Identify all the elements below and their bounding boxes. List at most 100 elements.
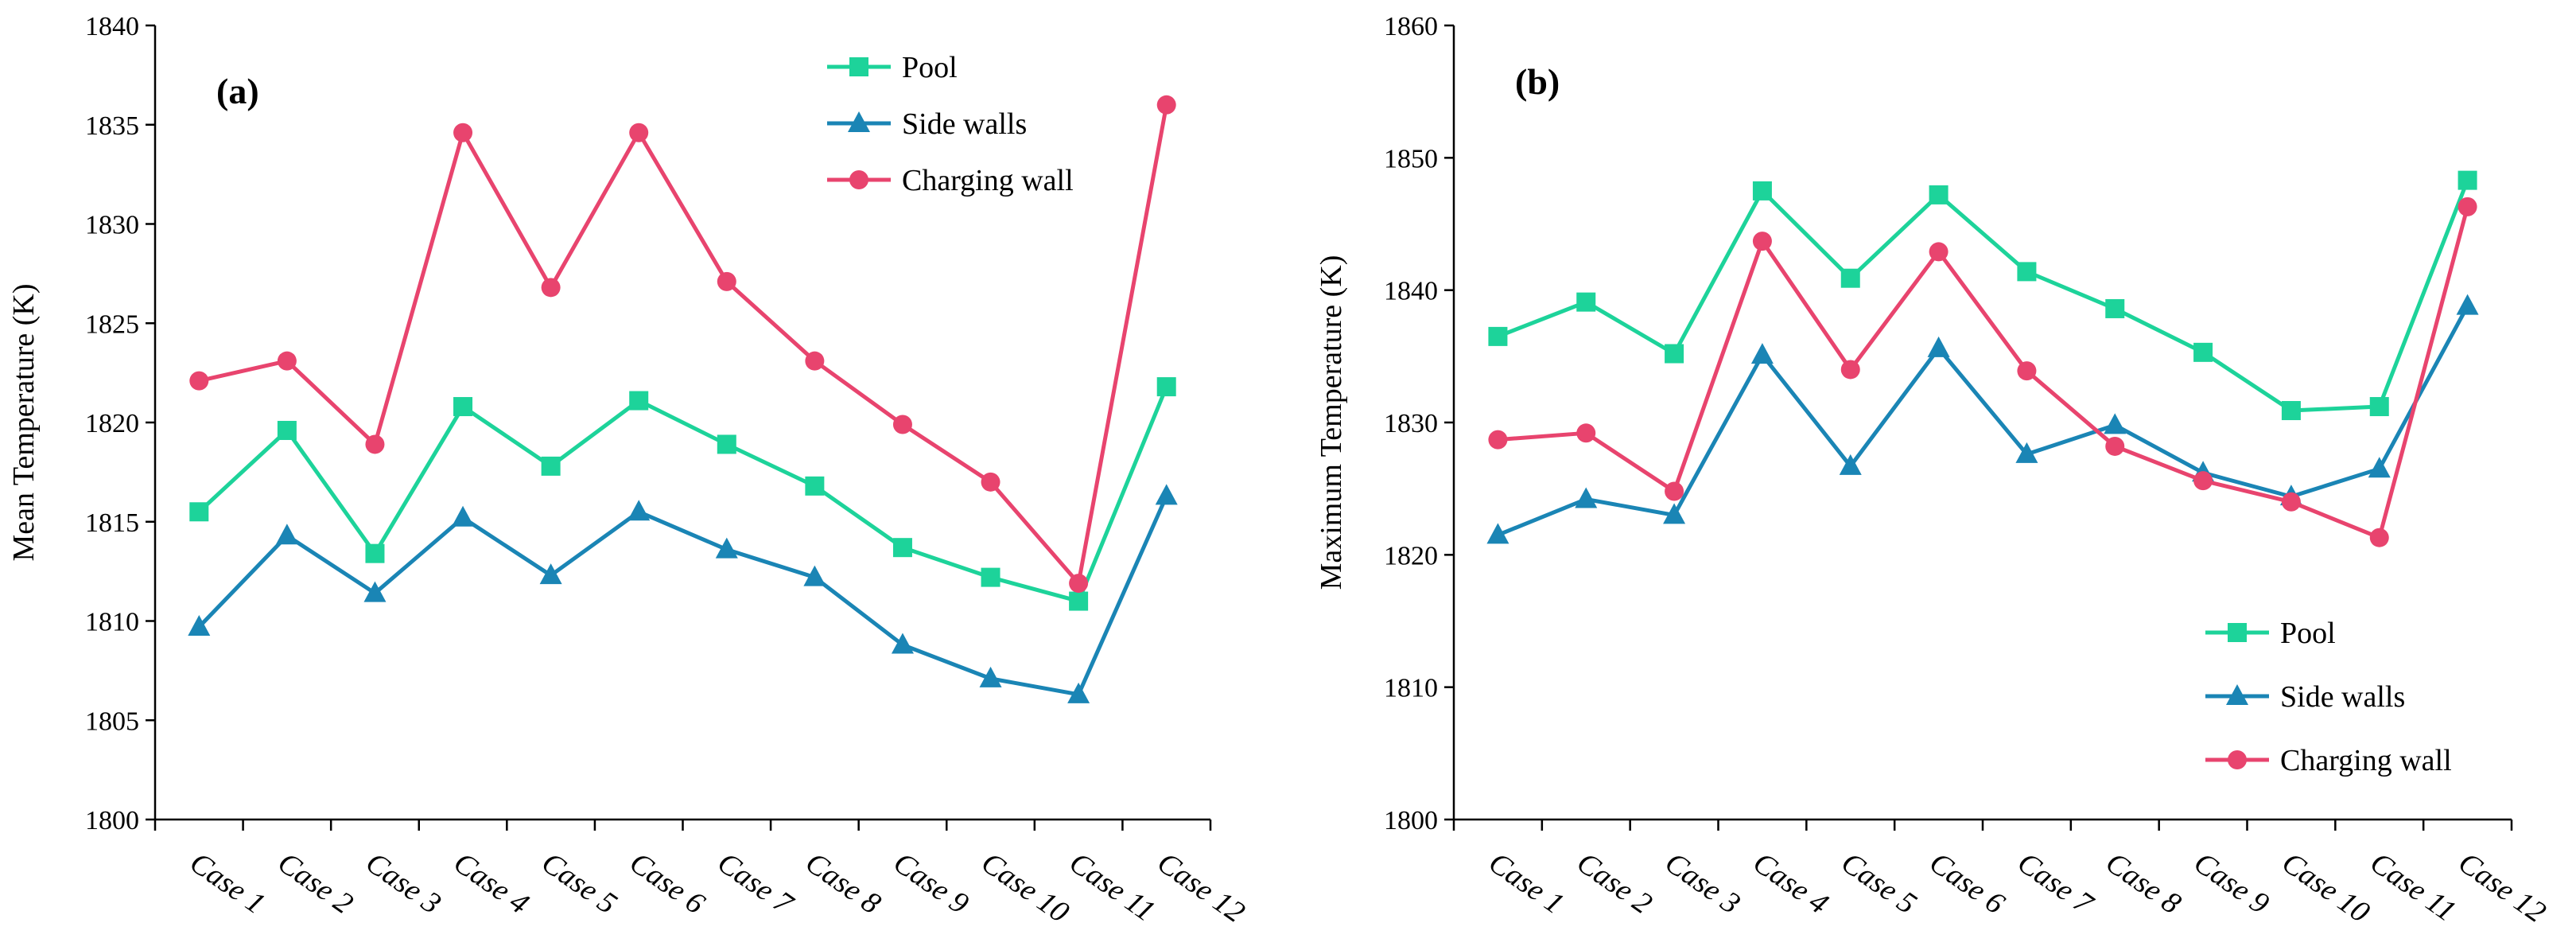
y-tick-label: 1810 — [85, 608, 139, 637]
data-point — [1750, 343, 1774, 364]
data-point — [979, 666, 1002, 687]
data-point — [629, 391, 649, 411]
data-point — [1929, 185, 1949, 204]
legend-marker — [848, 111, 870, 132]
series-line — [1497, 179, 2469, 413]
x-category-label: Case 5 — [1836, 846, 1923, 921]
data-point — [1840, 360, 1860, 380]
data-point — [715, 537, 738, 559]
x-category-label: Case 11 — [1063, 846, 1161, 929]
data-point — [365, 434, 385, 454]
x-category-label: Case 1 — [184, 846, 271, 921]
data-point — [1156, 95, 1176, 115]
legend-entry: Charging wall — [827, 164, 1074, 197]
y-tick-label: 1840 — [1384, 277, 1438, 306]
data-point — [2017, 361, 2037, 381]
data-point — [2457, 170, 2477, 190]
data-point — [541, 456, 561, 476]
data-point — [981, 472, 1000, 492]
x-category-label: Case 2 — [272, 846, 359, 921]
legend-marker — [2228, 623, 2247, 642]
legend-entry: Side walls — [827, 107, 1027, 141]
x-category-label: Case 6 — [624, 846, 711, 921]
data-point — [1752, 232, 1772, 251]
x-category-label: Case 11 — [2364, 846, 2462, 929]
x-category-label: Case 9 — [2188, 846, 2275, 921]
data-point — [1929, 242, 1949, 262]
data-point — [2281, 401, 2301, 421]
x-category-label: Case 4 — [1747, 846, 1835, 921]
data-point — [189, 502, 209, 522]
data-point — [891, 633, 914, 654]
data-point — [2104, 413, 2127, 434]
x-category-label: Case 3 — [359, 846, 447, 921]
x-category-label: Case 7 — [2011, 846, 2100, 921]
data-point — [277, 351, 297, 371]
data-point — [2015, 442, 2038, 463]
data-point — [275, 524, 298, 545]
data-point — [2105, 298, 2125, 318]
x-category-label: Case 10 — [975, 846, 1074, 929]
data-point — [2369, 397, 2389, 417]
series-line — [197, 495, 1168, 697]
panel-label: (b) — [1515, 61, 1560, 102]
data-point — [1839, 454, 1862, 475]
data-point — [1486, 523, 1509, 544]
data-point — [2017, 262, 2037, 282]
data-point — [1575, 487, 1598, 508]
y-tick-label: 1830 — [85, 211, 139, 240]
data-point — [1665, 481, 1684, 501]
data-point — [453, 397, 473, 417]
data-point — [1488, 326, 1508, 346]
data-point — [717, 271, 736, 291]
data-point — [2456, 294, 2479, 315]
x-category-label: Case 8 — [2100, 846, 2187, 921]
legend-marker — [849, 57, 868, 76]
legend-marker — [2228, 750, 2247, 769]
data-point — [1576, 423, 1596, 443]
data-point — [1927, 336, 1950, 357]
x-category-label: Case 12 — [1152, 846, 1251, 929]
y-tick-label: 1860 — [1384, 12, 1438, 41]
chart-b-maximum-temperature: 1800 1810 1820 1830 1840 1850 1860 Case 1 Case 2… — [1315, 12, 2552, 929]
legend-label: Side walls — [2280, 680, 2405, 714]
data-point — [1663, 503, 1686, 524]
x-category-label: Case 10 — [2276, 846, 2376, 929]
data-point — [2193, 342, 2213, 362]
y-tick-label: 1830 — [1384, 409, 1438, 438]
x-category-label: Case 12 — [2452, 846, 2551, 929]
x-category-label: Case 7 — [712, 846, 800, 921]
series-side-walls — [188, 484, 1178, 703]
legend-label: Charging wall — [2280, 744, 2452, 777]
data-point — [1840, 268, 1860, 288]
legend-marker — [849, 170, 868, 189]
series-charging-wall — [189, 95, 1176, 594]
data-point — [1488, 430, 1508, 450]
data-point — [189, 371, 209, 391]
data-point — [2369, 528, 2389, 547]
y-axis-title: Maximum Temperature (K) — [1315, 255, 1348, 590]
data-point — [1665, 344, 1684, 364]
y-tick-label: 1820 — [85, 409, 139, 438]
legend-entry: Pool — [827, 51, 958, 84]
series-line — [197, 386, 1169, 604]
data-point — [981, 567, 1000, 587]
x-category-label: Case 1 — [1482, 846, 1570, 921]
data-point — [1067, 682, 1090, 703]
y-tick-label: 1835 — [85, 111, 139, 141]
data-point — [1576, 292, 1596, 312]
legend-marker — [2226, 684, 2248, 705]
data-point — [627, 500, 651, 521]
data-point — [539, 563, 562, 585]
data-point — [2368, 457, 2391, 478]
y-tick-label: 1805 — [85, 707, 139, 736]
y-tick-label: 1800 — [1384, 806, 1438, 835]
data-point — [2105, 436, 2125, 456]
x-category-label: Case 8 — [799, 846, 887, 921]
y-tick-label: 1815 — [85, 508, 139, 538]
data-point — [2457, 197, 2477, 216]
data-point — [2193, 471, 2213, 491]
legend-entry: Pool — [2205, 617, 2336, 650]
data-point — [892, 415, 912, 434]
y-tick-label: 1850 — [1384, 144, 1438, 173]
